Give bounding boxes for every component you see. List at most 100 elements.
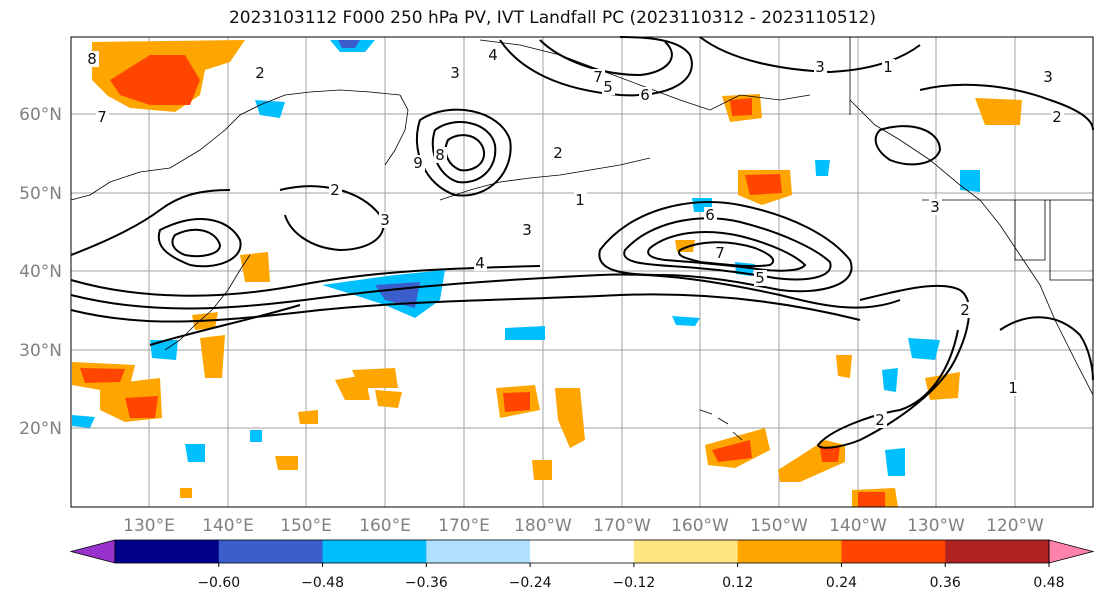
contour-label-bg bbox=[754, 270, 767, 286]
contour-label-bg bbox=[704, 207, 717, 223]
colorbar-bin bbox=[841, 540, 946, 563]
contour-label: 1 bbox=[1008, 379, 1018, 397]
lon-label: 150°E bbox=[280, 516, 332, 536]
contour-line bbox=[70, 293, 861, 323]
contour-label: 8 bbox=[87, 50, 97, 68]
contour-label: 3 bbox=[522, 221, 532, 239]
shade-orange bbox=[275, 456, 298, 470]
contour-label: 9 bbox=[413, 154, 423, 172]
contour-label: 3 bbox=[450, 64, 460, 82]
shade-blue bbox=[882, 368, 898, 392]
shade-blue bbox=[185, 444, 205, 462]
shade-red bbox=[858, 492, 885, 507]
shade-blue bbox=[255, 100, 285, 118]
colorbar-extend-high bbox=[1048, 539, 1095, 564]
contour-label: 3 bbox=[815, 58, 825, 76]
colorbar-bin bbox=[737, 540, 842, 563]
colorbar-tick-label: −0.60 bbox=[197, 575, 240, 591]
contour-label-bg bbox=[552, 145, 565, 161]
shade-orange bbox=[532, 460, 552, 480]
na-westcoast bbox=[849, 99, 1094, 396]
chart-title: 2023103112 F000 250 hPa PV, IVT Landfall… bbox=[228, 8, 876, 28]
lat-label: 60°N bbox=[19, 105, 62, 125]
contour-label-bg bbox=[874, 412, 887, 428]
japan-coast bbox=[164, 254, 251, 351]
contour-line bbox=[539, 39, 673, 77]
shade-orange bbox=[975, 98, 1022, 125]
contour-label-bg bbox=[449, 65, 462, 81]
colorbar-tick-label: −0.12 bbox=[612, 575, 655, 591]
contour-label-bg bbox=[329, 182, 342, 198]
contour-label-bg bbox=[1051, 109, 1064, 125]
contour-line bbox=[171, 228, 222, 258]
kamchatka-coast bbox=[384, 94, 409, 166]
contour-label: 2 bbox=[875, 411, 885, 429]
contour-line bbox=[919, 83, 1094, 131]
lon-label: 170°E bbox=[438, 516, 490, 536]
colorbar-tick-label: −0.24 bbox=[509, 575, 552, 591]
contour-label-bg bbox=[882, 59, 895, 75]
contour-label-bg bbox=[814, 59, 827, 75]
contour-label: 7 bbox=[715, 244, 725, 262]
shade-orange bbox=[298, 410, 318, 424]
colorbar-tick-label: −0.36 bbox=[405, 575, 448, 591]
contour-label: 4 bbox=[488, 46, 498, 64]
shade-orange bbox=[555, 388, 585, 448]
contour-label-bg bbox=[959, 302, 972, 318]
lon-label: 140°E bbox=[202, 516, 254, 536]
contour-label-bg bbox=[521, 222, 534, 238]
colorbar-tick-label: 0.12 bbox=[722, 575, 753, 591]
contour-label-bg bbox=[639, 87, 652, 103]
shade-blue bbox=[885, 448, 905, 476]
lon-label: 160°E bbox=[359, 516, 411, 536]
shade-blue bbox=[250, 430, 262, 442]
aleutian-islands bbox=[439, 157, 651, 201]
contour-line bbox=[70, 265, 541, 297]
contour-label: 5 bbox=[755, 269, 765, 287]
contour-label-bg bbox=[254, 65, 267, 81]
contour-label: 1 bbox=[883, 58, 893, 76]
contour-label: 1 bbox=[575, 191, 585, 209]
contour-line bbox=[699, 36, 921, 74]
contour-label: 2 bbox=[330, 181, 340, 199]
colorbar-tick-label: 0.48 bbox=[1033, 575, 1064, 591]
colorbar-bin bbox=[322, 540, 427, 563]
shade-blue bbox=[150, 340, 178, 360]
lon-label: 130°W bbox=[907, 516, 965, 536]
shade-red bbox=[712, 440, 752, 462]
asia-coast bbox=[70, 89, 401, 201]
contour-line bbox=[70, 189, 231, 256]
contour-label-bg bbox=[1042, 69, 1055, 85]
shade-red bbox=[125, 396, 158, 418]
shade-orange bbox=[240, 252, 270, 282]
contour-line bbox=[816, 284, 971, 449]
shade-orange bbox=[836, 355, 852, 378]
shade-orange bbox=[200, 335, 225, 378]
pv-contours bbox=[70, 36, 1094, 449]
shade-blue bbox=[505, 326, 545, 340]
lat-label: 50°N bbox=[19, 184, 62, 204]
pc-shading bbox=[72, 40, 1022, 507]
shade-blue bbox=[672, 316, 700, 326]
colorbar-tick-label: −0.48 bbox=[301, 575, 344, 591]
contour-label: 5 bbox=[603, 78, 613, 96]
contour-label: 7 bbox=[97, 108, 107, 126]
shade-red bbox=[730, 98, 752, 116]
contour-label: 8 bbox=[435, 146, 445, 164]
shade-blue bbox=[960, 170, 980, 192]
shade-orange bbox=[375, 390, 402, 408]
contour-label: 2 bbox=[553, 144, 563, 162]
contour-label-bg bbox=[929, 199, 942, 215]
contour-label-bg bbox=[1007, 380, 1020, 396]
shade-red bbox=[503, 392, 530, 412]
contour-label: 3 bbox=[380, 211, 390, 229]
colorbar-tick-label: 0.36 bbox=[930, 575, 961, 591]
contour-line bbox=[149, 304, 301, 346]
contour-line bbox=[874, 125, 942, 166]
colorbar-outline bbox=[114, 539, 1050, 564]
lat-label: 40°N bbox=[19, 262, 62, 282]
hawaii-islands bbox=[699, 409, 743, 441]
colorbar-tick-label: 0.24 bbox=[826, 575, 857, 591]
longitude-labels: 130°E 140°E 150°E 160°E 170°E 180°W 170°W 160°W… bbox=[123, 516, 1044, 536]
